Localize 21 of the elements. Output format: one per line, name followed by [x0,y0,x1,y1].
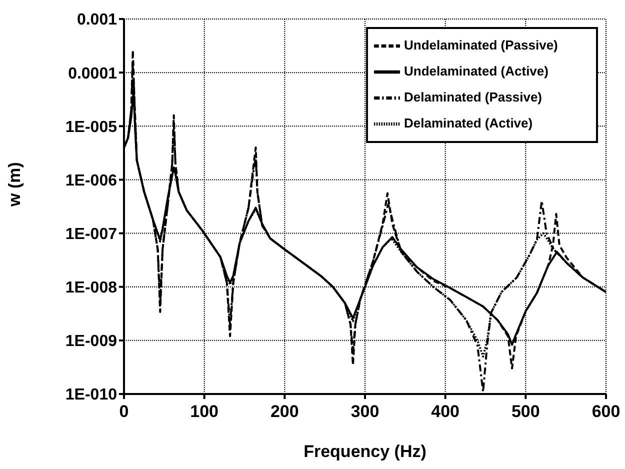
y-tick-label: 1E-006 [65,172,118,190]
x-tick-label: 100 [190,402,219,422]
x-tick-label: 600 [592,402,620,422]
x-tick-label: 0 [119,402,129,422]
y-axis-title: w (m) [5,162,24,208]
x-tick-label: 300 [350,402,380,422]
y-tick-label: 1E-005 [65,118,118,136]
legend-label: Undelaminated (Active) [404,63,548,78]
legend-label: Undelaminated (Passive) [404,37,558,52]
y-tick-label: 1E-009 [65,333,118,350]
x-tick-label: 500 [511,402,540,422]
x-tick-label: 400 [431,402,460,422]
y-tick-label: 1E-007 [65,226,118,243]
legend-label: Delaminated (Passive) [404,89,542,104]
legend-label: Delaminated (Active) [404,115,533,130]
x-tick-label: 200 [270,402,299,422]
y-tick-label: 0.001 [76,12,118,29]
y-tick-label: 0.0001 [68,65,118,82]
y-tick-label: 1E-008 [65,280,118,297]
y-tick-label: 1E-010 [65,386,118,404]
x-axis-title: Frequency (Hz) [304,442,426,461]
